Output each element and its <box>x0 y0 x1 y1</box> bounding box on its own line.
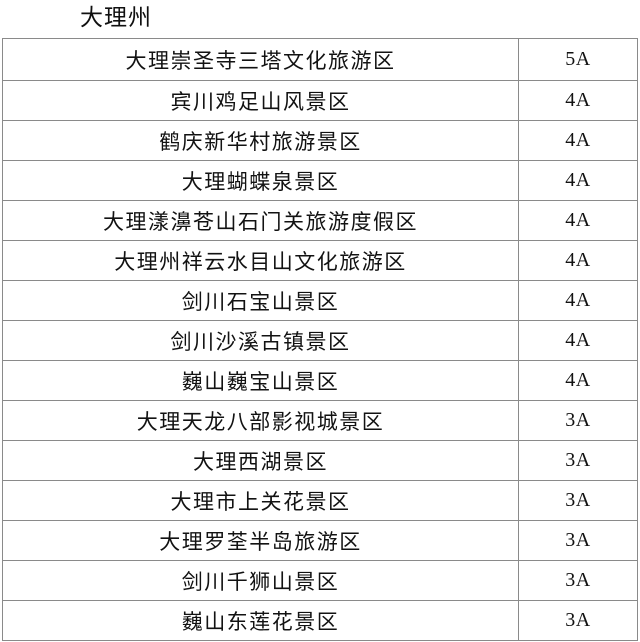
page-title: 大理州 <box>80 5 152 30</box>
table-row: 大理漾濞苍山石门关旅游度假区 4A <box>2 200 638 241</box>
table-row: 宾川鸡足山风景区 4A <box>2 80 638 121</box>
table-row: 大理罗荃半岛旅游区 3A <box>2 520 638 561</box>
table-row: 剑川石宝山景区 4A <box>2 280 638 321</box>
table-row: 大理州祥云水目山文化旅游区 4A <box>2 240 638 281</box>
table-row: 大理天龙八部影视城景区 3A <box>2 400 638 441</box>
scenic-spot-name-cell: 剑川石宝山景区 <box>2 280 519 321</box>
scenic-spot-grade-cell: 4A <box>518 360 638 401</box>
scenic-spot-name-cell: 鹤庆新华村旅游景区 <box>2 120 519 161</box>
scenic-spot-grade-cell: 4A <box>518 280 638 321</box>
scenic-spot-grade-cell: 3A <box>518 560 638 601</box>
scenic-spot-name-cell: 剑川千狮山景区 <box>2 560 519 601</box>
scenic-spot-grade-cell: 4A <box>518 200 638 241</box>
scenic-spot-grade-cell: 3A <box>518 600 638 641</box>
scenic-spot-grade-cell: 3A <box>518 400 638 441</box>
scenic-spot-name-cell: 剑川沙溪古镇景区 <box>2 320 519 361</box>
scenic-spot-name-cell: 大理罗荃半岛旅游区 <box>2 520 519 561</box>
scenic-spot-name-cell: 宾川鸡足山风景区 <box>2 80 519 121</box>
scenic-spot-name-cell: 巍山东莲花景区 <box>2 600 519 641</box>
scenic-spot-grade-cell: 4A <box>518 320 638 361</box>
table-row: 大理西湖景区 3A <box>2 440 638 481</box>
scenic-spots-table-body: 大理崇圣寺三塔文化旅游区 5A 宾川鸡足山风景区 4A 鹤庆新华村旅游景区 4A 大理蝴蝶泉… <box>2 38 638 641</box>
scenic-spot-grade-cell: 3A <box>518 480 638 521</box>
table-row: 大理市上关花景区 3A <box>2 480 638 521</box>
scenic-spot-grade-cell: 5A <box>518 38 638 81</box>
scenic-spot-name-cell: 大理崇圣寺三塔文化旅游区 <box>2 38 519 81</box>
scenic-spot-name-cell: 大理蝴蝶泉景区 <box>2 160 519 201</box>
scenic-spot-name-cell: 大理州祥云水目山文化旅游区 <box>2 240 519 281</box>
table-row: 巍山东莲花景区 3A <box>2 600 638 641</box>
table-row: 大理蝴蝶泉景区 4A <box>2 160 638 201</box>
table-row: 鹤庆新华村旅游景区 4A <box>2 120 638 161</box>
table-row: 剑川千狮山景区 3A <box>2 560 638 601</box>
scenic-spot-name-cell: 大理漾濞苍山石门关旅游度假区 <box>2 200 519 241</box>
scenic-spot-name-cell: 大理西湖景区 <box>2 440 519 481</box>
table-row: 大理崇圣寺三塔文化旅游区 5A <box>2 38 638 81</box>
scenic-spot-grade-cell: 4A <box>518 240 638 281</box>
table-row: 剑川沙溪古镇景区 4A <box>2 320 638 361</box>
scenic-spot-grade-cell: 4A <box>518 80 638 121</box>
scenic-spot-grade-cell: 3A <box>518 520 638 561</box>
scenic-spot-name-cell: 大理市上关花景区 <box>2 480 519 521</box>
scenic-spot-grade-cell: 4A <box>518 120 638 161</box>
scenic-spot-name-cell: 大理天龙八部影视城景区 <box>2 400 519 441</box>
scenic-spots-table: 大理崇圣寺三塔文化旅游区 5A 宾川鸡足山风景区 4A 鹤庆新华村旅游景区 4A 大理蝴蝶泉… <box>2 38 638 641</box>
table-row: 巍山巍宝山景区 4A <box>2 360 638 401</box>
scenic-spot-grade-cell: 4A <box>518 160 638 201</box>
scenic-spot-name-cell: 巍山巍宝山景区 <box>2 360 519 401</box>
scenic-spot-grade-cell: 3A <box>518 440 638 481</box>
